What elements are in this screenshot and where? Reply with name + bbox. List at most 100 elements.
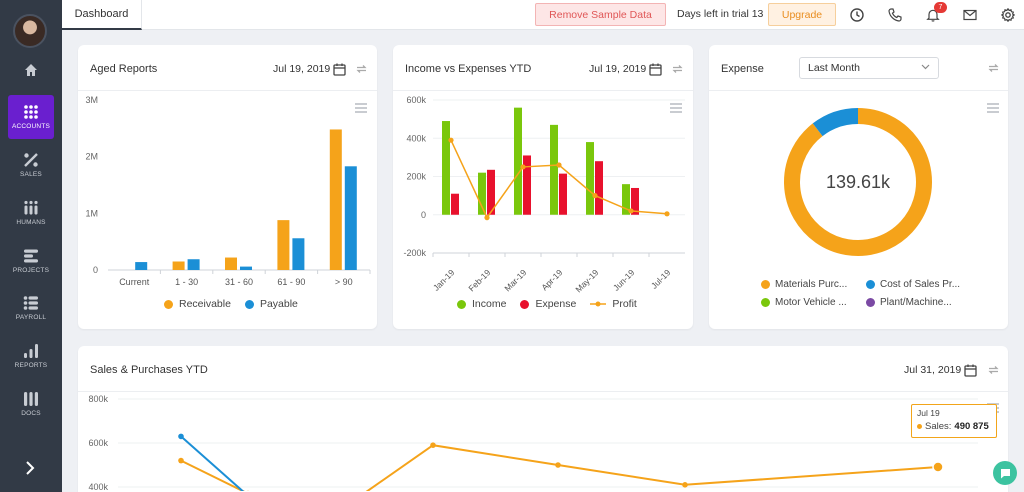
aged-chart-menu-button[interactable] [355, 103, 367, 113]
home-button[interactable] [0, 48, 62, 92]
chat-button[interactable] [993, 461, 1017, 485]
income-calendar-button[interactable] [647, 61, 663, 77]
bar-receivable [225, 257, 237, 270]
income-chart-menu-button[interactable] [670, 103, 682, 113]
plant-machine-swatch [866, 298, 875, 307]
profit-point [484, 215, 490, 221]
bar-chart-icon [24, 344, 38, 358]
phone-button[interactable] [885, 5, 905, 25]
nav-reports[interactable]: Reports [0, 334, 62, 378]
bar-payable [240, 266, 252, 270]
legend-expense[interactable]: Expense [520, 298, 576, 310]
nav-payroll[interactable]: Payroll [0, 286, 62, 330]
expense-swatch [520, 299, 530, 309]
income-refresh-button[interactable] [669, 61, 685, 77]
nav-humans[interactable]: Humans [0, 191, 62, 235]
bar-receivable [329, 129, 342, 270]
legend-plant-machine[interactable]: Plant/Machine... [866, 297, 971, 308]
receivable-swatch [164, 299, 173, 309]
remove-sample-data-button[interactable]: Remove Sample Data [535, 3, 666, 26]
legend-cost-of-sales[interactable]: Cost of Sales Pr... [866, 279, 971, 290]
people-icon [24, 200, 38, 215]
grid-icon [24, 105, 38, 119]
expense-chart-menu-button[interactable] [987, 103, 999, 113]
point-sales [430, 442, 436, 448]
aged-reports-card: Aged Reports Jul 19, 2019 3M 2M 1M 0 Current… [78, 45, 377, 329]
legend-motor-vehicle[interactable]: Motor Vehicle ... [761, 297, 866, 308]
legend-expense-label: Expense [535, 298, 577, 310]
expense-card: Expense Last Month 139.61k Materials Pur… [709, 45, 1008, 329]
income-legend: Income Expense Profit [457, 298, 637, 310]
bell-icon [926, 9, 940, 22]
sales-calendar-button[interactable] [962, 362, 978, 378]
aged-calendar-button[interactable] [331, 61, 347, 77]
nav-docs[interactable]: Docs [0, 382, 62, 426]
y-tick-label: 1M [85, 208, 98, 218]
nav-projects-label: Projects [12, 267, 50, 274]
income-expenses-chart: 600k 400k 200k 0 -200k Jan-19 Feb-19 Mar-19 Apr-… [403, 95, 685, 294]
profit-swatch [590, 301, 607, 307]
settings-button[interactable] [998, 5, 1018, 25]
profit-point [556, 162, 562, 168]
income-expenses-date: Jul 19, 2019 [589, 63, 647, 75]
bar-expense [559, 173, 567, 215]
expense-refresh-button[interactable] [985, 60, 1001, 76]
sidebar: Accounts Sales Humans Projects Payroll R… [0, 0, 62, 492]
bar-income [586, 142, 594, 215]
x-tick-label: Apr-19 [539, 267, 564, 292]
y-tick-label: 400k [406, 133, 426, 143]
expense-legend: Materials Purc... Cost of Sales Pr... Mo… [761, 279, 971, 308]
point-sales [178, 457, 184, 464]
profit-point [592, 193, 598, 199]
legend-profit[interactable]: Profit [590, 298, 637, 310]
bar-receivable [277, 220, 290, 270]
x-tick-label: 61 - 90 [277, 277, 305, 287]
legend-receivable[interactable]: Receivable [164, 298, 231, 310]
expense-title: Expense [721, 63, 764, 75]
donut-center-label: 139.61k [826, 172, 891, 192]
legend-income[interactable]: Income [457, 298, 506, 310]
line-purchases [180, 435, 245, 491]
expense-period-select[interactable]: Last Month [799, 57, 939, 79]
x-tick-label: Jan-19 [431, 267, 457, 293]
y-tick-label: 600k [406, 95, 426, 105]
card-divider [709, 90, 1008, 91]
bar-payable [344, 166, 357, 270]
cost-of-sales-swatch [866, 280, 875, 289]
y-tick-label: 400k [88, 482, 108, 491]
nav-sales[interactable]: Sales [0, 143, 62, 187]
tooltip-value: 490 875 [954, 421, 989, 432]
legend-motor-vehicle-label: Motor Vehicle ... [775, 297, 847, 308]
legend-payable[interactable]: Payable [244, 298, 298, 310]
nav-accounts[interactable]: Accounts [8, 95, 54, 139]
home-icon [25, 64, 37, 76]
point-sales [682, 482, 688, 488]
line-sales [180, 444, 939, 491]
upgrade-button[interactable]: Upgrade [768, 3, 836, 26]
user-avatar[interactable] [13, 14, 47, 48]
sales-refresh-button[interactable] [985, 362, 1001, 378]
bar-income [550, 124, 558, 215]
donut-slice [812, 108, 859, 137]
bar-expense [523, 155, 531, 215]
notifications-button[interactable]: 7 [923, 2, 947, 25]
expand-sidebar-button[interactable] [20, 458, 40, 478]
x-tick-label: 1 - 30 [175, 277, 198, 287]
refresh-icon [987, 366, 999, 374]
point-sales [555, 462, 561, 468]
nav-sales-label: Sales [20, 171, 42, 178]
expense-period-value: Last Month [808, 62, 860, 74]
bar-payable [292, 238, 305, 270]
sales-tooltip: Jul 19 Sales: 490 875 [911, 404, 997, 438]
nav-accounts-label: Accounts [11, 123, 51, 130]
aged-refresh-button[interactable] [353, 61, 369, 77]
legend-materials[interactable]: Materials Purc... [761, 279, 866, 290]
x-tick-label: Mar-19 [502, 267, 528, 293]
sales-purchases-date: Jul 31, 2019 [904, 364, 962, 376]
mail-icon [963, 9, 977, 21]
clock-button[interactable] [847, 5, 867, 25]
nav-projects[interactable]: Projects [0, 239, 62, 283]
tab-dashboard[interactable]: Dashboard [62, 0, 142, 30]
sales-purchases-title: Sales & Purchases YTD [90, 364, 208, 376]
mail-button[interactable] [960, 5, 980, 25]
